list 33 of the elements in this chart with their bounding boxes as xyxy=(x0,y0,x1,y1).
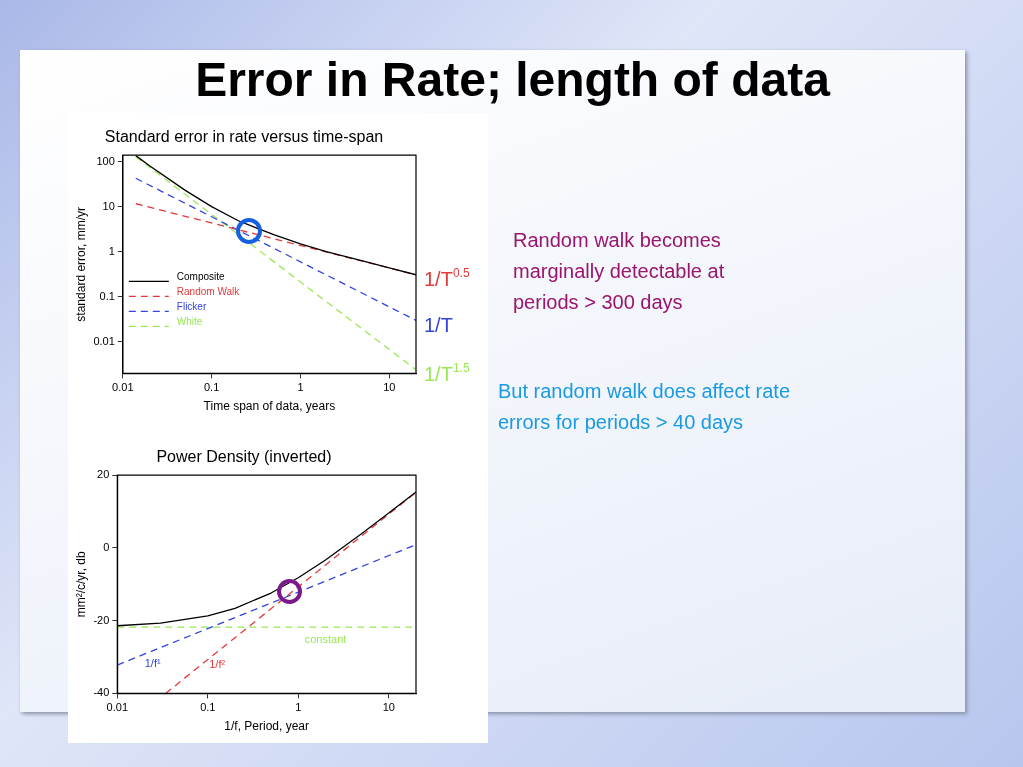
y-tick-label: 0 xyxy=(103,540,110,553)
y-tick-label: -40 xyxy=(93,686,110,699)
legend-label: Random Walk xyxy=(176,286,241,298)
annotation: 1/f¹ xyxy=(144,656,161,669)
legend-label: Flicker xyxy=(176,301,207,313)
x-tick-label: 1 xyxy=(297,381,304,394)
y-tick-label: 20 xyxy=(97,468,110,481)
x-tick-label: 0.1 xyxy=(200,701,216,714)
x-axis-title: Time span of data, years xyxy=(203,399,336,414)
y-tick-label: 0.1 xyxy=(99,289,115,302)
y-tick-label: 1 xyxy=(108,244,115,257)
y-tick-label: 100 xyxy=(96,154,115,167)
text: Error in Rate; length of data xyxy=(194,52,832,107)
annotation: constant xyxy=(304,633,347,646)
text: But random walk does affect rate errors for periods > 40 days xyxy=(498,379,791,435)
y-tick-label: 10 xyxy=(102,199,115,212)
x-tick-label: 1 xyxy=(295,701,302,714)
x-axis-title: 1/f, Period, year xyxy=(224,719,310,734)
y-axis-title: mm²/c/yr, db xyxy=(73,550,88,618)
annotation: 1/T xyxy=(424,313,453,336)
legend-label: White xyxy=(176,316,203,328)
y-tick-label: -20 xyxy=(93,613,110,626)
text: Random walk becomes marginally detectable at periods > 300 days xyxy=(513,228,726,315)
y-axis-title: standard error, mm/yr xyxy=(73,206,88,322)
y-tick-label: 0.01 xyxy=(93,334,115,347)
x-tick-label: 0.01 xyxy=(112,381,134,394)
x-tick-label: 10 xyxy=(383,381,396,394)
x-tick-label: 0.1 xyxy=(203,381,220,394)
annotation: 1/f² xyxy=(209,657,226,670)
x-tick-label: 10 xyxy=(382,701,395,714)
chart-title: Power Density (inverted) xyxy=(156,448,332,466)
legend-label: Composite xyxy=(176,271,226,283)
chart-title: Standard error in rate versus time-span xyxy=(104,128,384,146)
